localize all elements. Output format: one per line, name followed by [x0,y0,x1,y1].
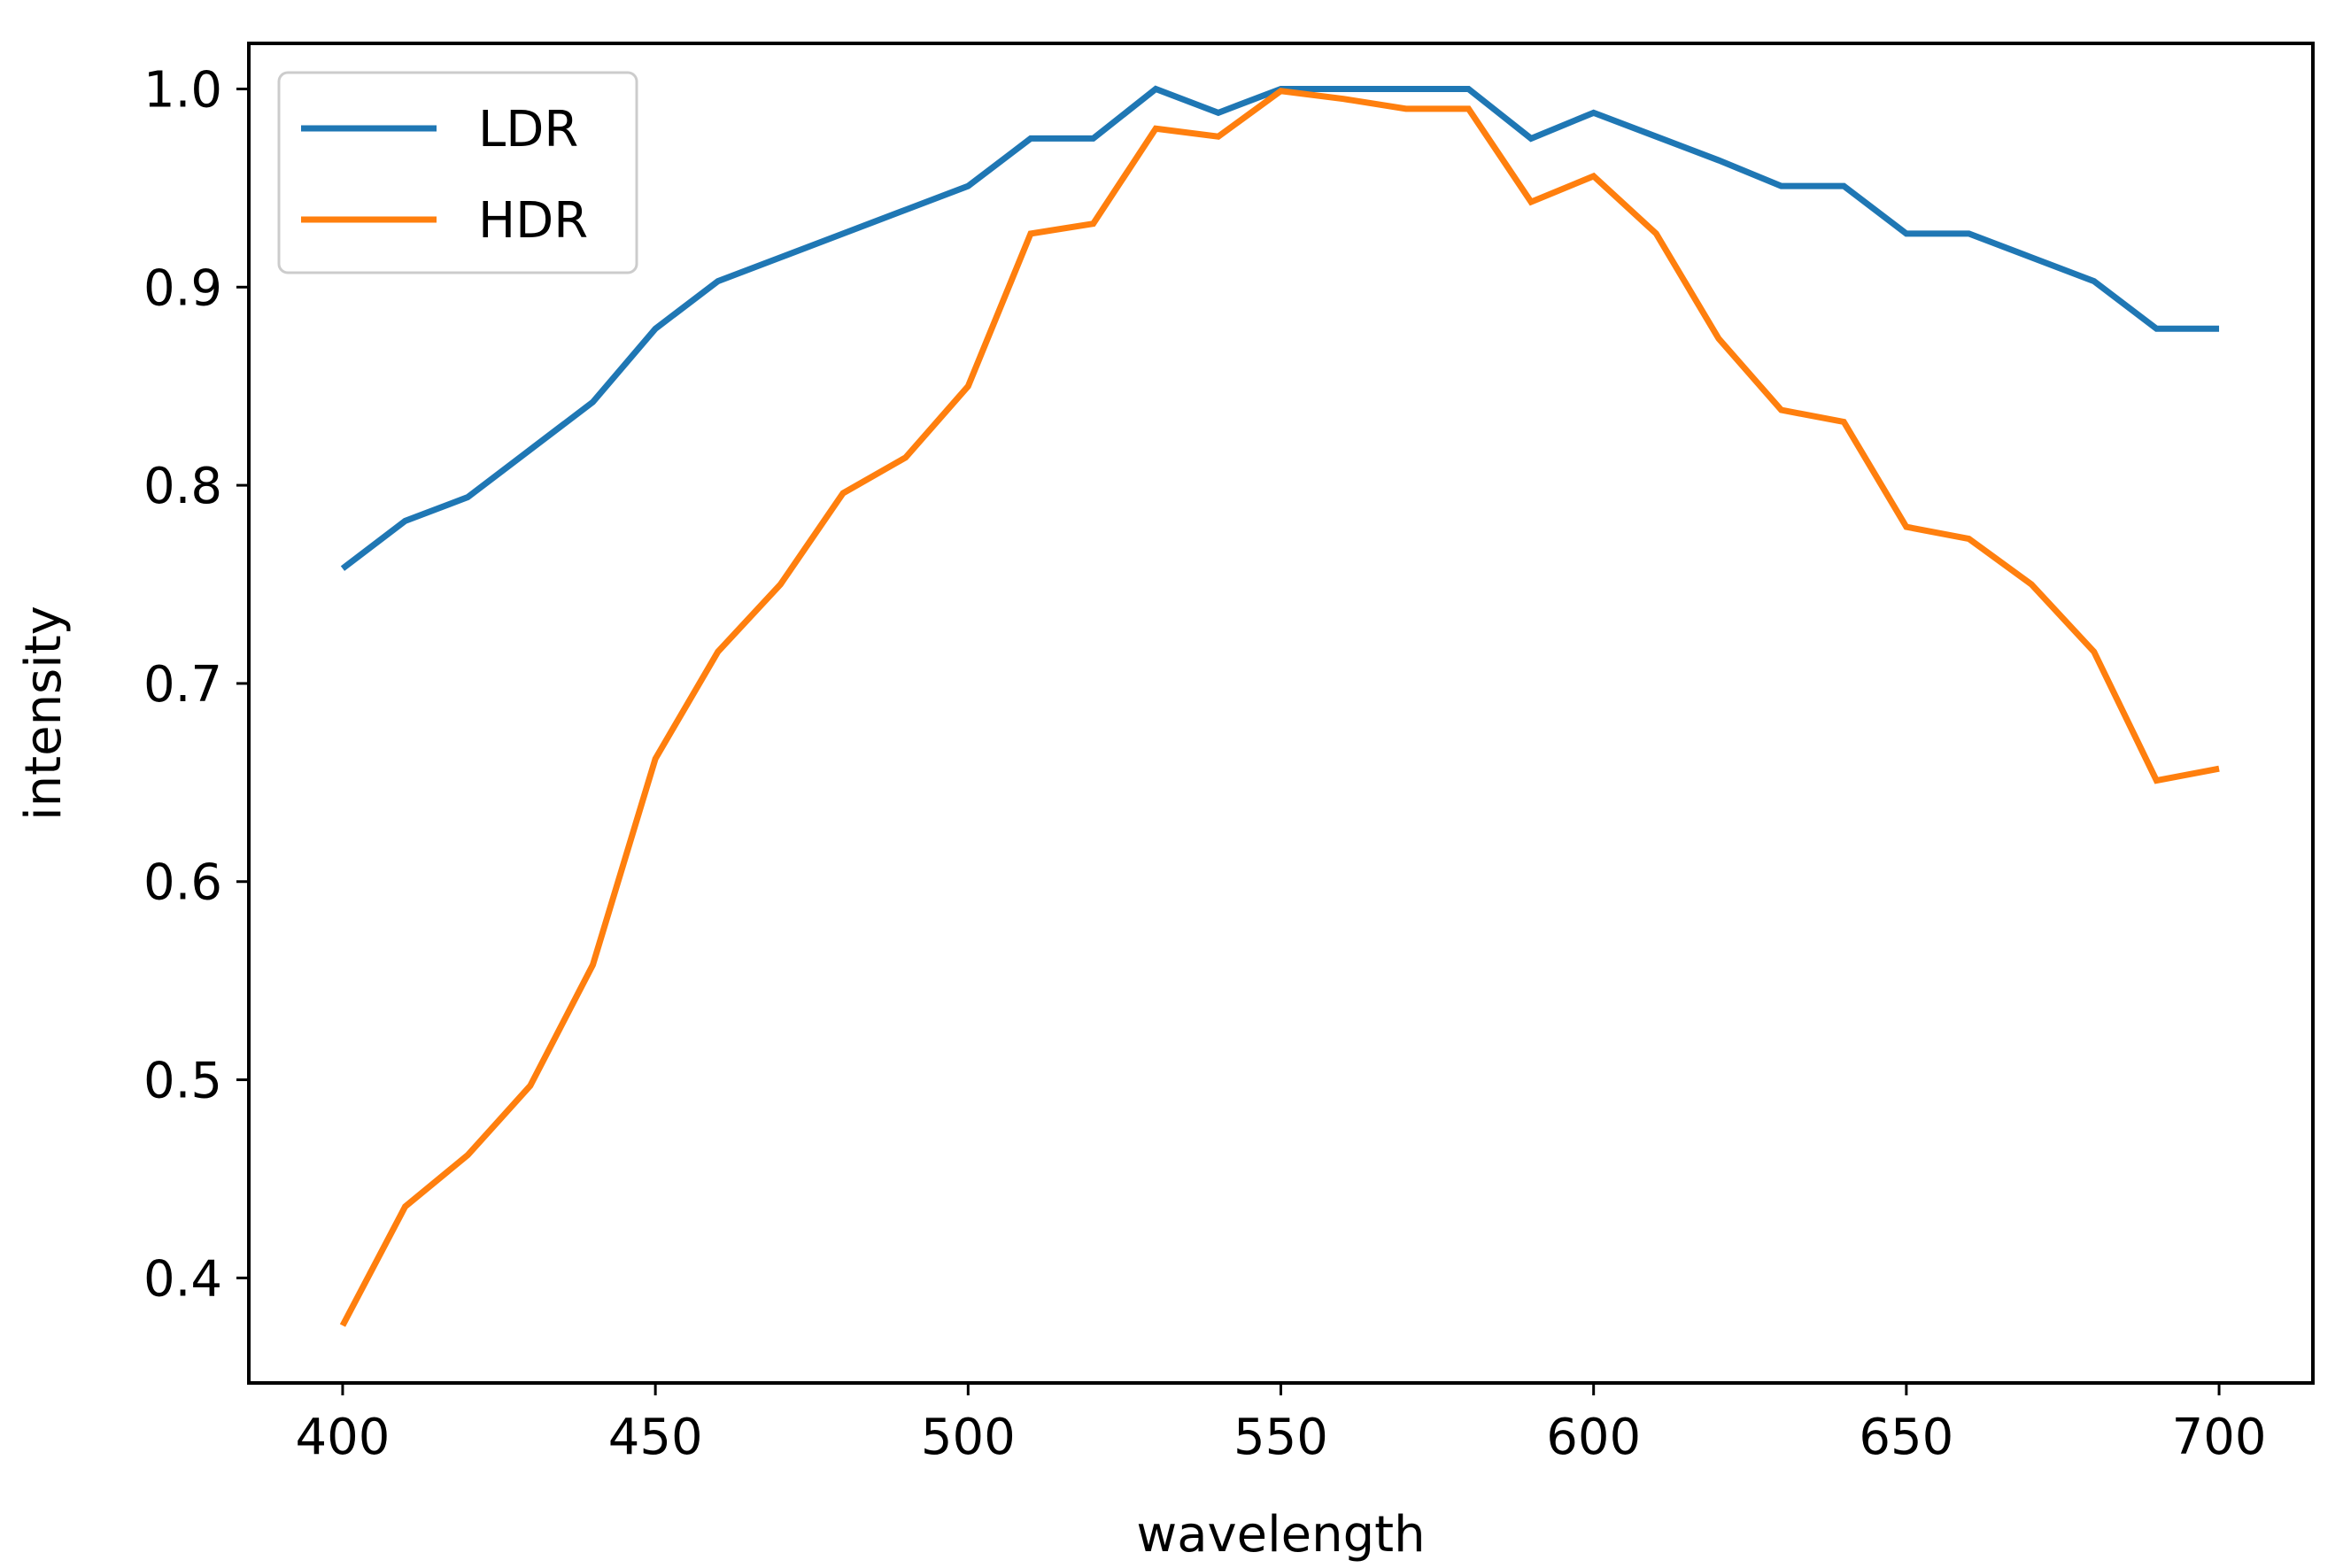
y-tick-label: 0.6 [143,854,222,912]
x-tick-label: 550 [1233,1409,1328,1466]
x-tick-label: 650 [1859,1409,1953,1466]
y-tick-label: 0.5 [143,1053,222,1110]
x-tick-label: 500 [921,1409,1016,1466]
legend: LDR HDR [277,71,638,274]
y-tick-label: 0.4 [143,1250,222,1308]
y-tick-label: 1.0 [143,61,222,119]
x-axis: 400 450 500 550 600 650 700 [296,1383,2267,1466]
x-tick-label: 400 [296,1409,390,1466]
x-tick-label: 600 [1546,1409,1641,1466]
y-tick-label: 0.8 [143,458,222,515]
series-layer [339,85,2220,1327]
y-tick-label: 0.9 [143,259,222,317]
y-axis-label: intensity [15,606,73,821]
series-line-hdr [339,88,2220,1327]
x-tick-label: 450 [608,1409,703,1466]
y-axis: 0.4 0.5 0.6 0.7 0.8 0.9 1.0 [143,61,249,1308]
x-tick-label: 700 [2172,1409,2267,1466]
legend-label-ldr: LDR [478,101,578,158]
legend-label-hdr: HDR [478,192,588,250]
x-axis-label: wavelength [1136,1506,1425,1564]
y-tick-label: 0.7 [143,656,222,714]
